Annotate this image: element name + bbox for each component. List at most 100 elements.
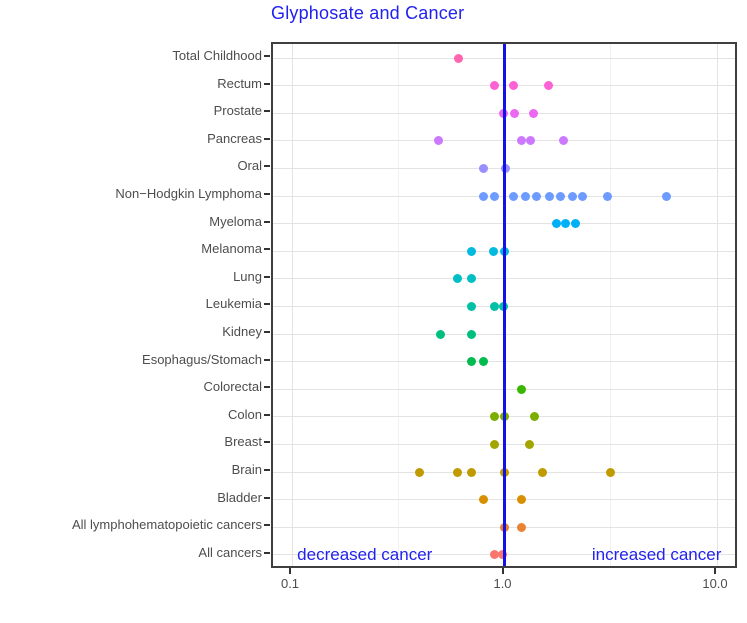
data-point <box>479 357 489 367</box>
y-tick-mark <box>264 165 270 168</box>
vertical-gridline-major <box>291 44 293 566</box>
data-point <box>508 81 518 91</box>
data-point <box>544 191 554 201</box>
data-point <box>490 81 500 91</box>
y-tick-mark <box>264 551 270 554</box>
x-tick-mark <box>501 568 504 574</box>
x-tick-mark <box>289 568 291 574</box>
data-point <box>570 219 580 229</box>
data-point <box>561 219 571 229</box>
y-axis-label: Pancreas <box>207 130 262 146</box>
y-tick-mark <box>264 110 270 113</box>
data-point <box>529 108 539 118</box>
vertical-gridline-minor <box>610 44 612 566</box>
y-tick-mark <box>264 469 270 471</box>
x-axis-tick-label: 1.0 <box>493 576 512 591</box>
y-axis-label: Melanoma <box>201 241 262 257</box>
y-axis-label: All lymphohematopoietic cancers <box>71 517 262 533</box>
y-tick-mark <box>264 303 270 306</box>
data-point <box>415 467 425 477</box>
y-axis-label: Leukemia <box>205 296 262 312</box>
data-point <box>467 329 477 339</box>
data-point <box>538 467 548 477</box>
data-point <box>516 495 526 505</box>
y-axis-label: Non−Hodgkin Lymphoma <box>115 186 262 201</box>
y-axis-label: Total Childhood <box>172 48 262 63</box>
y-axis-labels: Total Childhood Rectum Prostate Pancreas Ora… <box>0 42 262 568</box>
y-tick-mark <box>264 413 270 416</box>
y-axis-label: Colorectal <box>203 379 262 395</box>
y-axis-label: Prostate <box>213 103 262 119</box>
y-tick-mark <box>264 358 270 361</box>
x-tick-mark <box>714 568 716 574</box>
data-point <box>452 274 462 284</box>
data-point <box>467 246 477 256</box>
data-point <box>479 163 489 173</box>
data-point <box>467 357 477 367</box>
data-point <box>516 136 526 146</box>
data-point <box>531 191 541 201</box>
data-point <box>452 467 462 477</box>
y-axis-label: Rectum <box>217 75 262 91</box>
data-point <box>490 412 500 422</box>
y-axis-label: Colon <box>228 406 262 422</box>
data-point <box>489 246 499 256</box>
data-point <box>605 467 615 477</box>
chart-title: Glyphosate and Cancer <box>271 3 465 23</box>
y-tick-mark <box>264 331 270 333</box>
data-point <box>454 53 464 63</box>
data-point <box>516 522 526 532</box>
y-tick-mark <box>264 248 270 251</box>
y-axis-label: All cancers <box>198 544 262 560</box>
data-point <box>551 219 561 229</box>
data-point <box>543 81 553 91</box>
plot-panel: decreased cancer increased cancer <box>271 42 737 568</box>
y-tick-mark <box>264 55 270 57</box>
data-point <box>498 550 508 560</box>
y-tick-mark <box>264 193 270 195</box>
y-axis-label: Myeloma <box>209 213 262 229</box>
data-point <box>555 191 565 201</box>
data-point <box>662 191 672 201</box>
data-point <box>516 384 526 394</box>
data-point <box>521 191 531 201</box>
data-point <box>479 495 489 505</box>
y-axis-label: Kidney <box>222 324 262 339</box>
y-tick-mark <box>264 524 270 527</box>
data-point <box>436 329 446 339</box>
data-point <box>434 136 444 146</box>
data-point <box>467 467 477 477</box>
y-tick-mark <box>264 386 270 389</box>
y-tick-mark <box>264 82 270 85</box>
annotation-increased-cancer: increased cancer <box>591 544 722 564</box>
y-tick-mark <box>264 496 270 499</box>
data-point <box>509 108 519 118</box>
x-axis-tick-label: 0.1 <box>280 576 300 591</box>
data-point <box>568 191 578 201</box>
annotation-decreased-cancer: decreased cancer <box>297 544 433 564</box>
data-point <box>467 301 477 311</box>
y-axis-label: Brain <box>231 462 262 477</box>
y-axis-label: Esophagus/Stomach <box>142 351 262 367</box>
data-point <box>530 412 540 422</box>
data-point <box>602 191 612 201</box>
data-point <box>577 191 587 201</box>
reference-line-1.0 <box>503 44 506 566</box>
y-axis-label: Bladder <box>217 489 262 505</box>
data-point <box>490 550 500 560</box>
y-axis-label: Lung <box>233 268 262 284</box>
data-point <box>525 136 535 146</box>
y-tick-mark <box>264 275 270 278</box>
y-tick-mark <box>264 441 270 444</box>
vertical-gridline-major <box>716 44 718 566</box>
data-point <box>490 301 500 311</box>
y-tick-mark <box>264 220 270 223</box>
vertical-gridline-minor <box>397 44 399 566</box>
y-axis-label: Breast <box>224 434 262 450</box>
data-point <box>479 191 489 201</box>
data-point <box>559 136 569 146</box>
y-axis-label: Oral <box>237 158 262 174</box>
y-tick-mark <box>264 137 270 140</box>
data-point <box>467 274 477 284</box>
